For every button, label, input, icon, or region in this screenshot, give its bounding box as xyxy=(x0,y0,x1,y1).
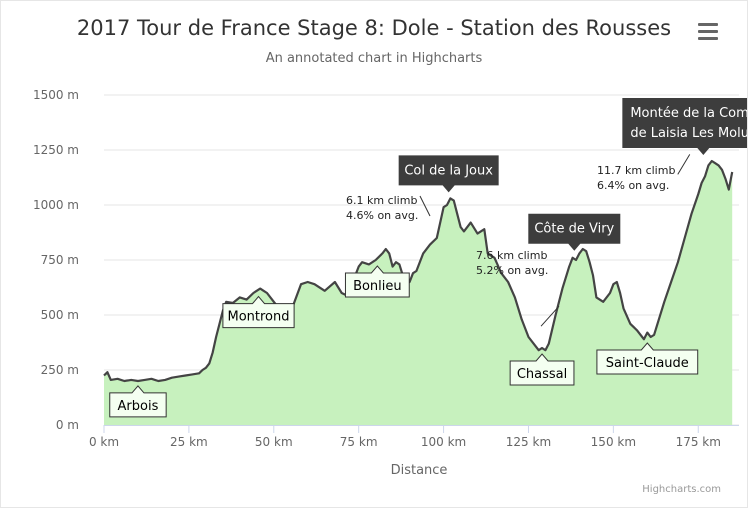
hamburger-menu-icon[interactable] xyxy=(698,23,718,40)
label-bonlieu-box xyxy=(344,265,410,298)
label-arbois-text: Arbois xyxy=(118,399,159,414)
x-tick-label: 150 km xyxy=(591,435,636,449)
note-climb-2-text: 7.6 km climb 5.2% on avg. xyxy=(476,249,548,277)
chart-subtitle: An annotated chart in Highcharts xyxy=(266,51,483,66)
note-climb-1-text: 6.1 km climb 4.6% on avg. xyxy=(346,194,418,222)
y-axis-labels: 0 m 250 m 500 m 750 m 1000 m 1250 m 1500 m xyxy=(33,88,79,432)
label-montrond-box xyxy=(222,295,295,329)
label-arbois: Arbois xyxy=(109,385,167,418)
note-climb-2: 7.6 km climb 5.2% on avg. xyxy=(476,249,560,327)
label-cote-de-viry-text: Côte de Viry xyxy=(534,222,614,237)
y-tick-label: 750 m xyxy=(41,253,79,267)
y-tick-label: 1250 m xyxy=(33,143,79,157)
x-tick-label: 75 km xyxy=(340,435,378,449)
note-climb-2-connector xyxy=(540,305,560,327)
y-tick-label: 0 m xyxy=(56,418,79,432)
elevation-area xyxy=(104,161,733,425)
label-montee-combe-text: Montée de la Combe de Laisia Les Molunes xyxy=(630,106,747,141)
label-chassal: Chassal xyxy=(509,353,575,386)
note-climb-3: 11.7 km climb 6.4% on avg. xyxy=(597,154,691,192)
label-montrond-text: Montrond xyxy=(227,310,289,325)
x-axis xyxy=(103,425,739,433)
note-climb-3-text: 11.7 km climb 6.4% on avg. xyxy=(597,164,675,192)
label-col-de-la-joux-text: Col de la Joux xyxy=(404,163,493,178)
label-bonlieu: Bonlieu xyxy=(344,265,410,298)
label-montee-combe-box xyxy=(622,98,747,155)
note-climb-1-line: 4.6% on avg. xyxy=(346,209,418,222)
y-tick-label: 500 m xyxy=(41,308,79,322)
y-tick-label: 1000 m xyxy=(33,198,79,212)
x-tick-label: 175 km xyxy=(676,435,721,449)
note-climb-2-line: 5.2% on avg. xyxy=(476,264,548,277)
note-climb-3-line: 6.4% on avg. xyxy=(597,179,669,192)
label-col-de-la-joux: Col de la Joux xyxy=(398,155,499,193)
note-climb-1-line: 6.1 km climb xyxy=(346,194,417,207)
x-tick-label: 25 km xyxy=(170,435,208,449)
x-tick-label: 125 km xyxy=(506,435,551,449)
note-climb-2-line: 7.6 km climb xyxy=(476,249,547,262)
y-tick-label: 250 m xyxy=(41,363,79,377)
note-climb-1-connector xyxy=(419,195,431,217)
x-axis-title: Distance xyxy=(391,463,448,478)
label-saint-claude-box xyxy=(596,342,699,375)
note-climb-1: 6.1 km climb 4.6% on avg. xyxy=(346,194,431,222)
label-cote-de-viry-box xyxy=(528,213,621,251)
label-montrond: Montrond xyxy=(222,295,295,329)
chart-title: 2017 Tour de France Stage 8: Dole - Stat… xyxy=(77,16,671,40)
label-saint-claude: Saint-Claude xyxy=(596,342,699,375)
y-tick-label: 1500 m xyxy=(33,88,79,102)
label-bonlieu-text: Bonlieu xyxy=(353,279,402,294)
note-climb-3-connector xyxy=(677,154,691,175)
elevation-series xyxy=(103,159,734,425)
label-montee-combe-line: Montée de la Combe xyxy=(630,106,747,121)
label-saint-claude-text: Saint-Claude xyxy=(606,356,689,371)
label-cote-de-viry: Côte de Viry xyxy=(528,213,621,251)
x-tick-label: 100 km xyxy=(421,435,466,449)
label-chassal-text: Chassal xyxy=(517,367,567,382)
credits-link[interactable]: Highcharts.com xyxy=(642,484,721,495)
x-tick-label: 50 km xyxy=(255,435,293,449)
label-chassal-box xyxy=(509,353,575,386)
note-climb-3-line: 11.7 km climb xyxy=(597,164,675,177)
elevation-line xyxy=(103,159,734,383)
annotations: Arbois Montrond Bonlieu Col de la Joux Chass… xyxy=(109,98,747,418)
label-col-de-la-joux-box xyxy=(398,155,499,193)
label-montee-combe-line: de Laisia Les Molunes xyxy=(630,126,747,141)
label-montee-combe: Montée de la Combe de Laisia Les Molunes xyxy=(622,98,747,155)
label-arbois-box xyxy=(109,385,167,418)
x-axis-labels: 0 km 25 km 50 km 75 km 100 km 125 km 150 km 175… xyxy=(89,435,721,449)
x-tick-label: 0 km xyxy=(89,435,119,449)
